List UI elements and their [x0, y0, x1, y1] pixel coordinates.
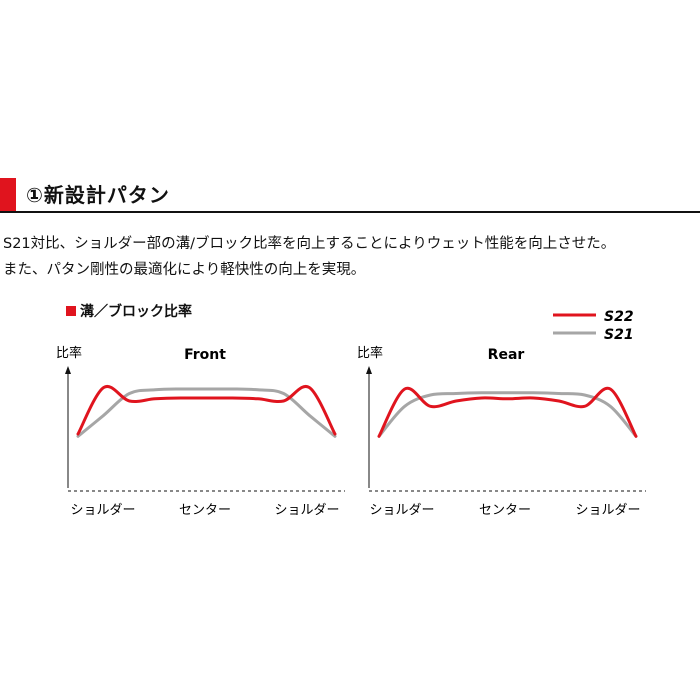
front-x-tick-center: センター	[179, 503, 231, 518]
front-chart-title: Front	[184, 347, 226, 363]
description-line-1: S21対比、ショルダー部の溝/ブロック比率を向上することによりウェット性能を向上…	[3, 236, 616, 252]
section-divider	[0, 211, 700, 213]
chart-section-label-text: 溝／ブロック比率	[80, 304, 192, 320]
section-title: ①新設計パタン	[26, 183, 170, 207]
section-marker	[0, 178, 16, 212]
front-y-axis-label: 比率	[56, 345, 82, 361]
legend-label-s22: S22	[604, 309, 634, 325]
rear-series-s22-line	[377, 386, 638, 438]
front-x-tick-shoulder-left: ショルダー	[70, 503, 135, 518]
front-series-s21-line	[76, 387, 337, 438]
rear-series-s21-line	[377, 391, 638, 438]
chart-section-label: 溝／ブロック比率	[66, 301, 192, 321]
front-y-axis-arrow	[65, 366, 71, 374]
chart-rear: 比率 Rear ショルダー センター ショルダー	[357, 345, 646, 518]
legend: S22 S21	[553, 309, 634, 343]
legend-label-s21: S21	[604, 327, 634, 343]
rear-x-tick-shoulder-right: ショルダー	[575, 503, 640, 518]
description-line-2: また、パタン剛性の最適化により軽快性の向上を実現。	[3, 262, 366, 278]
rear-y-axis-label: 比率	[357, 345, 383, 361]
rear-x-tick-center: センター	[479, 503, 531, 518]
front-x-tick-shoulder-right: ショルダー	[274, 503, 339, 518]
rear-x-tick-shoulder-left: ショルダー	[369, 503, 434, 518]
label-square-marker	[66, 306, 76, 316]
chart-front: 比率 Front ショルダー センター ショルダー	[56, 345, 345, 518]
rear-chart-title: Rear	[488, 347, 525, 363]
rear-y-axis-arrow	[366, 366, 372, 374]
front-series-s22-line	[76, 384, 337, 436]
